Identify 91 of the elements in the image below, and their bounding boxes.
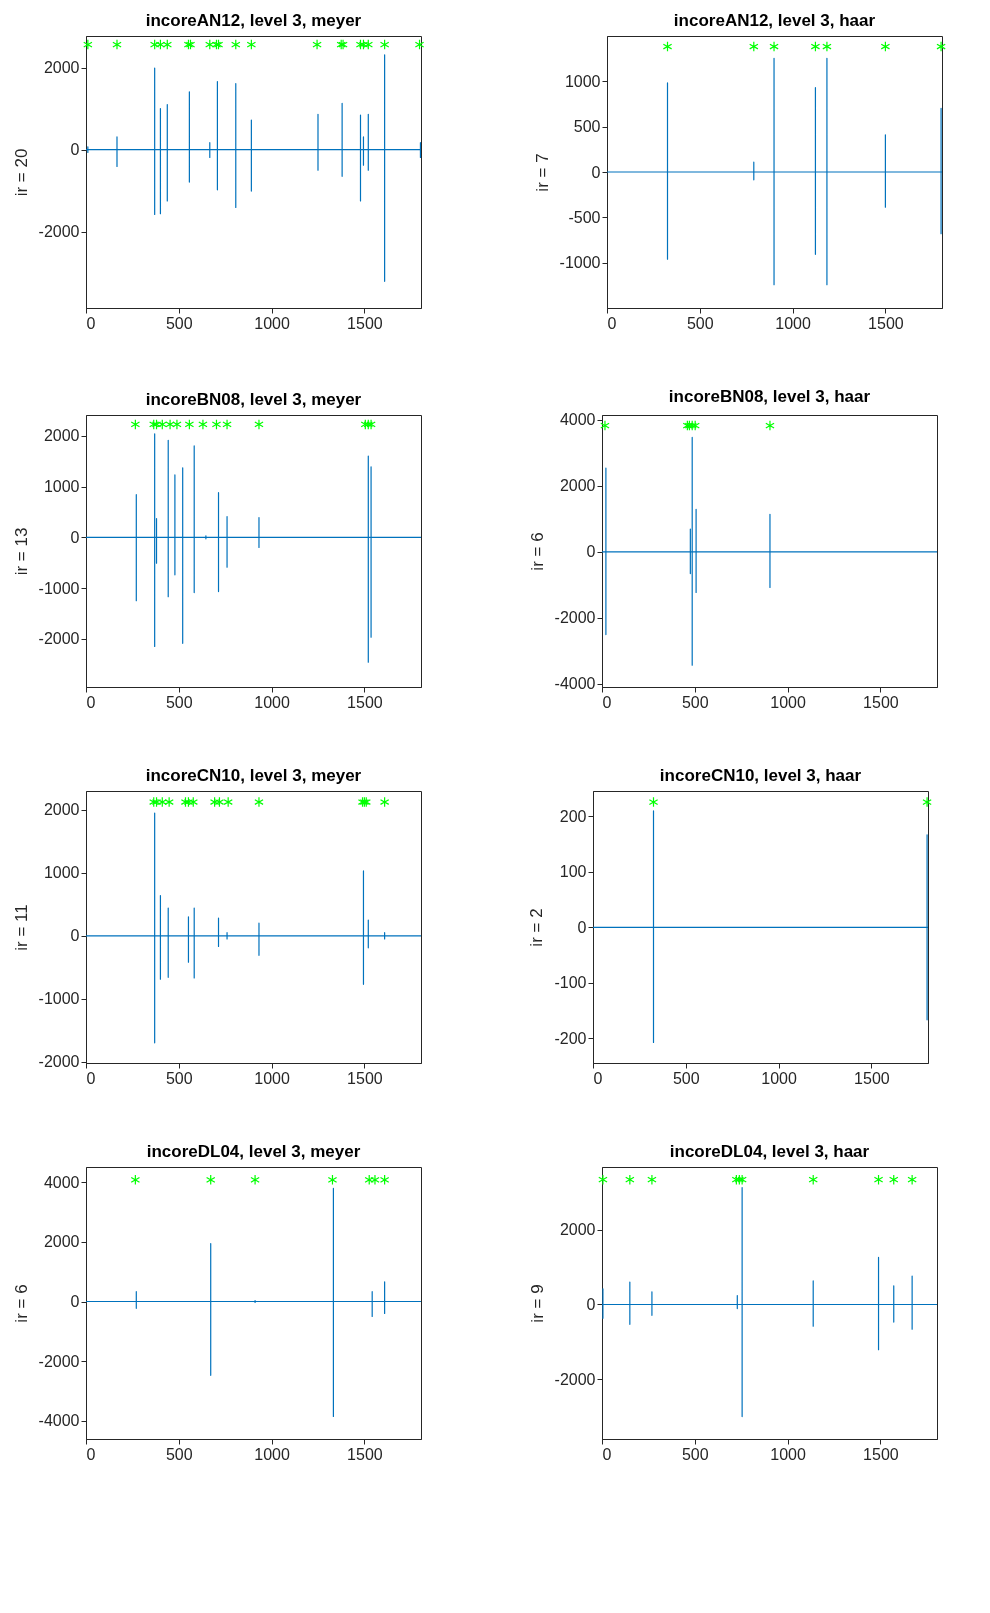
y-tick-label: -4000 (38, 1412, 80, 1430)
y-tick-label: 2000 (43, 59, 80, 77)
y-axis-title: ir = 6 (11, 1284, 31, 1323)
x-tick-label: 1500 (347, 314, 383, 332)
y-tick-label: 200 (559, 807, 587, 825)
chart-title: incoreAN12, level 3, meyer (145, 11, 362, 30)
chart-title: incoreBN08, level 3, meyer (145, 390, 362, 409)
y-tick-label: -2000 (38, 1352, 80, 1370)
x-tick-label: 1500 (863, 693, 899, 711)
y-tick-label: 0 (591, 163, 601, 181)
x-tick-label: 500 (165, 1069, 193, 1087)
x-tick-label: 1000 (770, 693, 806, 711)
x-tick-label: 500 (681, 1445, 709, 1463)
y-tick-label: 1000 (43, 478, 80, 496)
y-tick-label: 500 (573, 118, 601, 136)
x-tick-label: 500 (165, 693, 193, 711)
x-tick-label: 1000 (254, 1445, 290, 1463)
y-tick-label: 2000 (559, 1221, 596, 1239)
x-tick-label: 500 (165, 314, 193, 332)
y-axis-title: ir = 6 (527, 532, 547, 571)
y-tick-label: -2000 (38, 630, 80, 648)
x-tick-label: 1500 (854, 1069, 890, 1087)
y-tick-label: 0 (70, 141, 80, 159)
y-tick-label: 0 (586, 543, 596, 561)
x-tick-label: 1000 (761, 1069, 797, 1087)
y-tick-label: 100 (559, 863, 587, 881)
y-tick-label: -1000 (559, 254, 601, 272)
y-tick-label: 0 (70, 1293, 80, 1311)
line-series (86, 433, 421, 663)
y-axis-title: ir = 20 (11, 148, 31, 197)
x-tick-label: 0 (86, 1445, 96, 1463)
x-tick-label: 1500 (863, 1445, 899, 1463)
chart-title: incoreCN10, level 3, haar (659, 766, 862, 785)
y-tick-label: 1000 (564, 72, 601, 90)
line-series (593, 810, 928, 1044)
y-tick-label: -2000 (38, 1053, 80, 1071)
y-axis-title: ir = 7 (532, 153, 552, 192)
y-tick-label: 4000 (43, 1173, 80, 1191)
x-tick-label: 1000 (775, 314, 811, 332)
y-tick-label: 2000 (43, 1233, 80, 1251)
y-axis-title: ir = 13 (11, 527, 31, 576)
x-tick-label: 0 (602, 693, 612, 711)
x-tick-label: 1000 (254, 314, 290, 332)
y-axis-title: ir = 2 (527, 908, 547, 947)
x-tick-label: 1000 (254, 693, 290, 711)
chart-title: incoreDL04, level 3, meyer (146, 1142, 361, 1161)
y-tick-label: 2000 (43, 427, 80, 445)
x-tick-label: 0 (602, 1445, 612, 1463)
x-tick-label: 1000 (770, 1445, 806, 1463)
line-series (602, 436, 937, 666)
y-tick-label: -100 (554, 974, 587, 992)
x-tick-label: 0 (86, 1069, 96, 1087)
line-series (86, 812, 421, 1044)
y-tick-label: -4000 (554, 675, 596, 693)
line-series (607, 57, 942, 286)
y-tick-label: 0 (577, 918, 587, 936)
x-tick-label: 0 (607, 314, 617, 332)
y-axis-title: ir = 9 (527, 1284, 547, 1323)
y-tick-label: 2000 (559, 477, 596, 495)
chart-title: incoreBN08, level 3, haar (668, 386, 871, 406)
x-tick-label: 500 (681, 693, 709, 711)
y-tick-label: -2000 (554, 609, 596, 627)
y-tick-label: -2000 (38, 223, 80, 241)
chart-title: incoreAN12, level 3, haar (673, 11, 876, 30)
x-tick-label: 0 (86, 693, 96, 711)
line-series (86, 1187, 421, 1417)
y-tick-label: -2000 (554, 1370, 596, 1388)
y-tick-label: 0 (70, 528, 80, 546)
x-tick-label: 1500 (347, 1069, 383, 1087)
x-tick-label: 1500 (347, 693, 383, 711)
line-series (602, 1186, 937, 1418)
line-series (86, 54, 421, 282)
x-tick-label: 1500 (868, 314, 904, 332)
x-tick-label: 500 (672, 1069, 700, 1087)
x-tick-label: 500 (165, 1445, 193, 1463)
y-tick-label: -1000 (38, 990, 80, 1008)
y-axis-title: ir = 11 (11, 904, 31, 951)
x-tick-label: 1500 (347, 1445, 383, 1463)
x-tick-label: 1000 (254, 1069, 290, 1087)
x-tick-label: 0 (86, 314, 96, 332)
y-tick-label: 4000 (559, 411, 596, 429)
x-tick-label: 500 (686, 314, 714, 332)
y-tick-label: -1000 (38, 579, 80, 597)
chart-title: incoreCN10, level 3, meyer (145, 766, 362, 785)
chart-title: incoreDL04, level 3, haar (669, 1142, 870, 1161)
y-tick-label: -200 (554, 1029, 587, 1047)
y-tick-label: -500 (568, 208, 601, 226)
y-tick-label: 0 (586, 1295, 596, 1313)
y-tick-label: 2000 (43, 801, 80, 819)
y-tick-label: 1000 (43, 864, 80, 882)
y-tick-label: 0 (70, 927, 80, 945)
